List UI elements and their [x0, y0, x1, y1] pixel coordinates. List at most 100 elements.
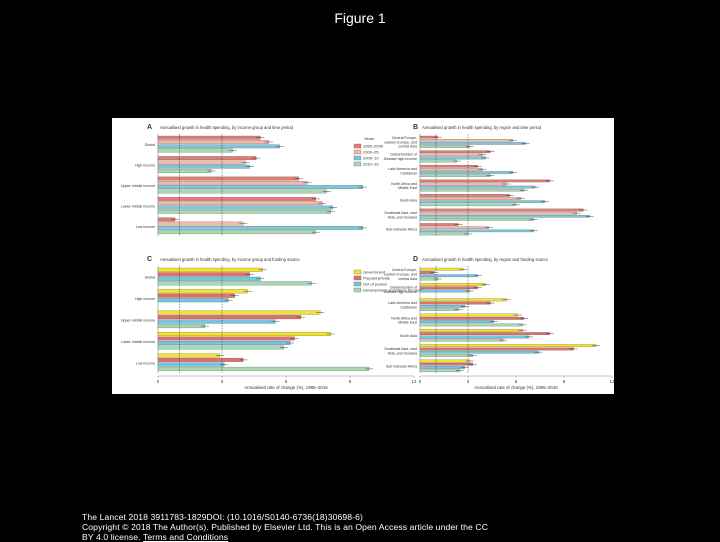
bar-B	[419, 138, 513, 142]
x-tick-label: 0	[157, 379, 160, 384]
bar-B	[419, 153, 483, 157]
bar-A	[157, 209, 331, 214]
bar-A	[157, 135, 261, 140]
legend-entry: 2005–10	[363, 156, 379, 161]
bar-D	[419, 286, 478, 290]
legend-swatch	[353, 161, 362, 167]
x-tick-label: 9	[349, 379, 352, 384]
terms-and-conditions-link[interactable]: Terms and Conditions	[143, 532, 229, 542]
panel-A-title: Annualised growth in health spending, by…	[160, 125, 294, 130]
category-label: Lower-middle income	[121, 204, 155, 208]
bar-D	[419, 338, 504, 342]
x-axis-label: Annualised rate of change (%), 1995–2015	[474, 385, 558, 390]
bar-C	[157, 353, 220, 358]
x-tick-label: 3	[221, 379, 224, 384]
bar-A	[157, 201, 323, 206]
bar-D	[419, 283, 486, 286]
bar-C	[157, 366, 370, 371]
bar-C	[157, 336, 295, 341]
bar-A	[157, 185, 363, 189]
category-label: Central Europe, eastern Europe, and centra…	[384, 136, 417, 149]
bar-B	[419, 179, 550, 183]
bar-C	[157, 289, 248, 294]
bar-C	[157, 324, 206, 329]
bar-D	[419, 329, 523, 332]
bar-A	[157, 226, 363, 230]
bar-B	[419, 197, 521, 200]
bar-D	[419, 362, 473, 366]
category-label: Latin America and Caribbean	[388, 301, 417, 309]
legend-entry: Development assistance for health	[363, 288, 424, 293]
bar-D	[419, 316, 525, 320]
category-label: Upper-middle income	[121, 184, 155, 188]
bar-A	[157, 164, 250, 169]
bar-B	[419, 226, 489, 229]
bar-C	[157, 281, 312, 286]
bar-B	[419, 182, 507, 186]
category-label: Upper-middle income	[121, 319, 155, 323]
panel-B-letter: B	[413, 124, 418, 131]
bar-D	[419, 320, 494, 323]
x-axis-label: Annualised rate of change (%), 1995–2015	[244, 385, 328, 390]
category-label: High income	[135, 164, 155, 168]
bar-B	[419, 211, 577, 215]
bar-B	[419, 229, 534, 233]
category-label: High income	[135, 297, 155, 301]
legend-swatch	[353, 287, 362, 293]
legend-entry: 1995–2000	[363, 144, 384, 149]
category-label: Global	[145, 143, 156, 147]
x-tick-label: 12	[610, 379, 614, 384]
bar-D	[419, 301, 491, 305]
bar-C	[157, 357, 244, 362]
bar-B	[419, 145, 470, 148]
panel-B-title: Annualised growth in health spending, by…	[422, 125, 542, 130]
panel-C-letter: C	[147, 256, 152, 263]
bar-B	[419, 232, 469, 236]
bar-B	[419, 159, 457, 163]
category-label: Sub-Saharan Africa	[386, 364, 417, 368]
bar-B	[419, 171, 513, 174]
bar-C	[157, 319, 276, 324]
category-label: North Africa and Middle East	[391, 182, 417, 190]
x-tick-label: 3	[467, 379, 470, 384]
legend-swatch	[353, 155, 362, 161]
bar-A	[157, 205, 334, 210]
bar-A	[157, 221, 244, 226]
bar-D	[419, 304, 465, 308]
figure-image: A Annualised growth in health spending, b…	[112, 118, 615, 394]
bar-D	[419, 267, 464, 271]
bar-B	[419, 150, 491, 154]
bar-D	[419, 298, 507, 302]
bar-B	[419, 185, 536, 189]
x-tick-label: 6	[285, 379, 288, 384]
bar-D	[419, 323, 523, 327]
legend-swatch	[353, 269, 362, 275]
legend-entry: 2010–15	[363, 162, 379, 167]
category-label: North Africa and Middle East	[391, 316, 417, 324]
bar-C	[157, 332, 331, 337]
category-label: Southeast Asia, east Asia, and Oceania	[384, 211, 417, 219]
bar-A	[157, 189, 327, 194]
bar-C	[157, 298, 229, 303]
category-label: Low income	[136, 361, 155, 365]
legend-swatch	[353, 281, 362, 287]
bar-D	[419, 359, 470, 363]
category-label: Global	[145, 276, 156, 280]
legend-entry: 2000–05	[363, 150, 379, 155]
legend-swatch	[353, 143, 362, 149]
legend-entry: Out of pocket	[363, 282, 388, 287]
citation-line-3: BY 4.0 license.	[82, 532, 141, 542]
bar-D	[419, 332, 550, 335]
bar-B	[419, 214, 590, 218]
bar-A	[157, 140, 270, 144]
x-tick-label: 9	[563, 379, 566, 384]
category-label: Lower-middle income	[121, 340, 155, 344]
bar-D	[419, 347, 574, 351]
bar-B	[419, 174, 491, 177]
bar-B	[419, 168, 483, 171]
panel-D-letter: D	[413, 256, 418, 263]
category-label: Global Burden of Disease high income	[384, 153, 417, 161]
panel-D-title: Annualised growth in health spending, by…	[422, 257, 549, 262]
panel-A-letter: A	[147, 124, 152, 131]
legend-entry: Government	[363, 270, 386, 275]
